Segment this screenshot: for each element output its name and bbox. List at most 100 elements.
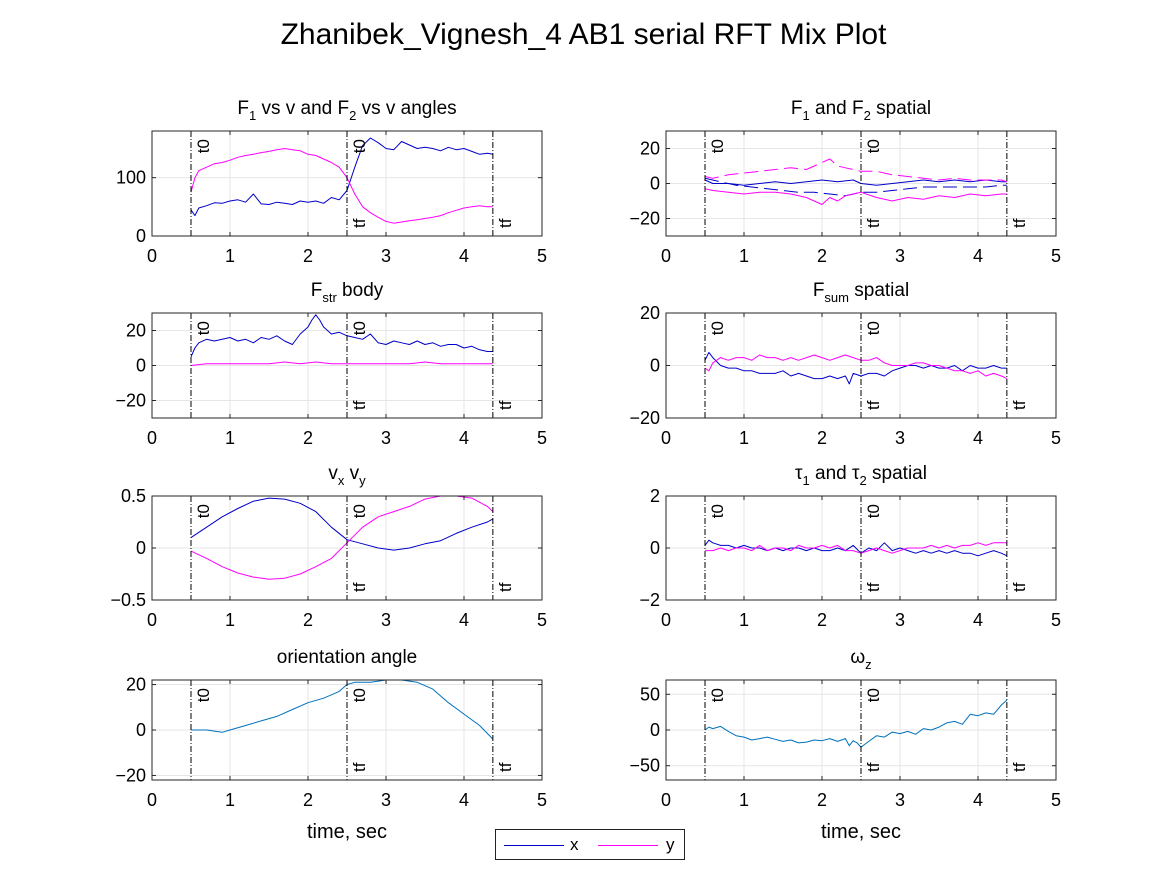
x-tick-label: 2 (817, 610, 827, 630)
series-line-y-1 (190, 361, 493, 366)
y-tick-label: 0 (650, 538, 660, 558)
x-tick-label: 5 (537, 428, 547, 448)
legend-label-x: x (570, 835, 579, 854)
event-marker-label-tf: tf (496, 762, 515, 772)
event-marker-label-t0: t0 (864, 688, 883, 702)
panel-title: vx vy (328, 463, 366, 488)
x-tick-label: 3 (895, 790, 905, 810)
event-marker-label-tf: tf (1010, 400, 1029, 410)
panel-title-text: F (791, 98, 803, 119)
x-tick-label: 3 (895, 246, 905, 266)
event-marker-label-tf: tf (496, 218, 515, 228)
y-tick-label: 0 (136, 538, 146, 558)
panel-title: Fsum spatial (813, 280, 909, 305)
event-marker-label-t0: t0 (708, 688, 727, 702)
series-group (704, 158, 1008, 205)
x-tick-label: 0 (661, 610, 671, 630)
y-tick-label: 20 (640, 303, 660, 323)
x-axis-label: time, sec (821, 821, 901, 843)
panel-title-subscript: 1 (803, 108, 810, 123)
y-tick-label: 20 (640, 139, 660, 159)
panel-title: F1 vs v and F2 vs v angles (237, 98, 456, 123)
y-tick-label: −20 (115, 391, 146, 411)
axes-box (151, 130, 543, 237)
legend-label-y: y (666, 835, 675, 854)
event-marker-label-t0: t0 (350, 321, 369, 335)
x-tick-label: 1 (739, 790, 749, 810)
panel-title-subscript: str (322, 290, 337, 305)
panel-title-text: and F (810, 98, 864, 119)
panel-title: orientation angle (277, 647, 418, 668)
panel-title-text: body (337, 280, 384, 301)
panel-title-subscript: 1 (249, 108, 256, 123)
y-tick-label: −20 (629, 209, 660, 229)
panel-title-text: spatial (867, 463, 927, 484)
x-tick-label: 5 (537, 246, 547, 266)
event-marker-label-t0: t0 (350, 139, 369, 153)
x-tick-label: 2 (303, 610, 313, 630)
series-group (190, 496, 494, 580)
x-tick-label: 3 (381, 428, 391, 448)
series-line-x-0 (190, 314, 493, 358)
x-tick-label: 2 (817, 428, 827, 448)
panel-title-subscript: 1 (803, 473, 810, 488)
panel-title-subscript: x (338, 473, 345, 488)
x-tick-label: 1 (739, 428, 749, 448)
x-tick-label: 4 (973, 246, 983, 266)
series-line-x-0 (190, 497, 494, 551)
series-line-x-0 (704, 351, 1007, 385)
x-axis-label: time, sec (307, 821, 387, 843)
y-tick-label: 0 (650, 356, 660, 376)
event-marker-label-t0: t0 (194, 504, 213, 518)
y-tick-label: 2 (650, 486, 660, 506)
panel-title-text: vs v and F (256, 98, 349, 119)
event-marker-label-t0: t0 (864, 321, 883, 335)
event-marker-label-tf: tf (864, 582, 883, 592)
y-tick-label: −20 (115, 765, 146, 785)
event-marker-label-tf: tf (1010, 762, 1029, 772)
panel-title-subscript: 2 (349, 108, 356, 123)
y-tick-label: 0 (136, 720, 146, 740)
y-tick-label: −0.5 (110, 590, 146, 610)
x-tick-label: 0 (661, 428, 671, 448)
event-marker-label-t0: t0 (194, 139, 213, 153)
x-tick-label: 1 (225, 428, 235, 448)
x-tick-label: 1 (739, 246, 749, 266)
x-tick-label: 2 (303, 428, 313, 448)
series-line-y-1 (705, 542, 1007, 554)
x-tick-label: 3 (381, 790, 391, 810)
x-tick-label: 5 (537, 790, 547, 810)
x-tick-label: 3 (381, 610, 391, 630)
x-tick-label: 2 (817, 790, 827, 810)
event-marker-label-tf: tf (864, 400, 883, 410)
x-tick-label: 4 (973, 610, 983, 630)
series-group (190, 314, 493, 366)
panel-title-text: vs v angles (356, 98, 456, 119)
event-marker-label-tf: tf (350, 400, 369, 410)
series-line-x-0 (704, 179, 1007, 186)
series-line-x-1 (704, 177, 1007, 197)
panel-title-text: F (813, 280, 825, 301)
x-tick-label: 1 (225, 610, 235, 630)
x-tick-label: 4 (459, 428, 469, 448)
x-tick-label: 1 (225, 790, 235, 810)
x-tick-label: 0 (147, 246, 157, 266)
event-marker-label-tf: tf (350, 582, 369, 592)
x-tick-label: 4 (459, 610, 469, 630)
panel-title-subscript: z (865, 657, 872, 672)
series-group (704, 351, 1008, 385)
legend-line-y (598, 845, 658, 846)
figure-title: Zhanibek_Vignesh_4 AB1 serial RFT Mix Pl… (280, 18, 887, 51)
x-tick-label: 2 (303, 246, 313, 266)
event-marker-label-tf: tf (864, 218, 883, 228)
y-tick-label: 0 (136, 356, 146, 376)
x-tick-label: 4 (973, 428, 983, 448)
panel-title-text: F (311, 280, 323, 301)
x-tick-label: 1 (225, 246, 235, 266)
x-tick-label: 4 (459, 790, 469, 810)
